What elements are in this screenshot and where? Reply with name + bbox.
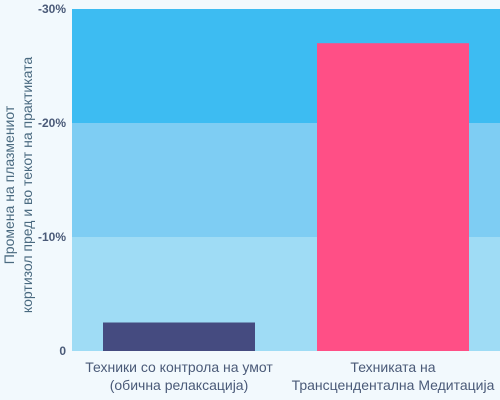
- y-tick-label: -30%: [38, 2, 66, 16]
- y-tick-label: -20%: [38, 116, 66, 130]
- y-tick-label: -10%: [38, 230, 66, 244]
- x-category-label: Техники со контрола на умот: [85, 359, 273, 375]
- bar-2: [317, 43, 469, 351]
- bars: [103, 43, 469, 351]
- y-tick-label: 0: [59, 344, 66, 358]
- x-category-labels: Техники со контрола на умот (обична релак…: [85, 359, 494, 393]
- y-axis-title-line1: Промена на плазмениот: [1, 105, 17, 264]
- x-category-label: (обична релаксација): [110, 377, 249, 393]
- bar-1: [103, 322, 255, 351]
- y-tick-labels: 0 -10% -20% -30%: [38, 2, 66, 358]
- x-category-label: Трансцендентална Медитација: [292, 377, 495, 393]
- x-category-label: Техниката на: [350, 359, 435, 375]
- y-axis-title: Промена на плазмениот кортизол пред и во…: [1, 57, 35, 313]
- y-axis-title-line2: кортизол пред и во текот на практиката: [19, 57, 35, 313]
